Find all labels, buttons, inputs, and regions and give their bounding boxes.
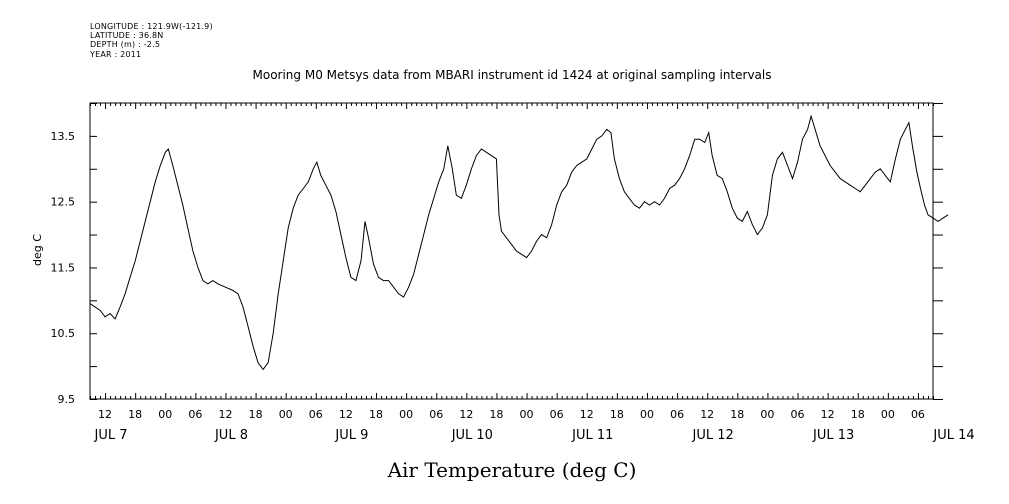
- x-axis-label: Air Temperature (deg C): [387, 458, 637, 482]
- x-tick-label: 12: [821, 408, 835, 421]
- x-tick-label: 12: [339, 408, 353, 421]
- latitude-text: LATITUDE : 36.8N: [90, 31, 164, 41]
- year-text: YEAR : 2011: [90, 49, 142, 59]
- x-day-label: JUL 14: [932, 428, 974, 443]
- x-tick-label: 06: [791, 408, 805, 421]
- x-tick-label: 12: [98, 408, 112, 421]
- series-line: [89, 114, 949, 371]
- x-tick-label: 00: [881, 408, 895, 421]
- x-tick-label: 06: [309, 408, 323, 421]
- y-tick-label: 11.5: [51, 261, 76, 274]
- x-tick-label: 12: [700, 408, 714, 421]
- label-layer: 12 18 00 06 12 18 00 06 12 18 00 06 12 18 00 06 12 18 00 06…: [51, 130, 975, 443]
- plot-frame: [89, 102, 934, 400]
- x-tick-label: 00: [399, 408, 413, 421]
- x-tick-label: 00: [279, 408, 293, 421]
- x-day-label: JUL 11: [571, 428, 613, 443]
- x-tick-label: 18: [489, 408, 503, 421]
- y-tick-label: 9.5: [58, 393, 76, 406]
- x-tick-label: 18: [730, 408, 744, 421]
- y-tick-label: 13.5: [51, 130, 76, 143]
- x-day-label: JUL 8: [214, 428, 248, 443]
- x-tick-label: 00: [640, 408, 654, 421]
- x-day-label: JUL 9: [334, 428, 368, 443]
- tick-layer: [90, 103, 943, 400]
- x-tick-label: 06: [550, 408, 564, 421]
- depth-text: DEPTH (m) : -2.5: [90, 40, 161, 50]
- x-tick-label: 06: [429, 408, 443, 421]
- x-tick-label: 18: [249, 408, 263, 421]
- y-tick-label: 10.5: [51, 327, 76, 340]
- longitude-text: LONGITUDE : 121.9W(-121.9): [90, 22, 213, 31]
- x-day-label: JUL 12: [692, 428, 734, 443]
- chart-title: Mooring M0 Metsys data from MBARI instru…: [253, 68, 772, 82]
- x-tick-label: 00: [760, 408, 774, 421]
- x-tick-label: 00: [520, 408, 534, 421]
- x-tick-label: 12: [459, 408, 473, 421]
- x-tick-label: 18: [128, 408, 142, 421]
- x-day-label: JUL 10: [451, 428, 493, 443]
- x-tick-label: 18: [610, 408, 624, 421]
- x-tick-label: 12: [218, 408, 232, 421]
- y-axis-label: deg C: [31, 234, 44, 266]
- x-tick-label: 06: [188, 408, 202, 421]
- x-day-label: JUL 13: [812, 428, 854, 443]
- x-tick-label: 06: [670, 408, 684, 421]
- y-tick-label: 12.5: [51, 196, 76, 209]
- x-day-label: JUL 7: [94, 428, 128, 443]
- x-tick-label: 12: [580, 408, 594, 421]
- x-tick-label: 00: [158, 408, 172, 421]
- x-tick-label: 18: [369, 408, 383, 421]
- metadata-block: LONGITUDE : 121.9W(-121.9) LATITUDE : 36…: [90, 22, 213, 59]
- x-tick-label: 06: [911, 408, 925, 421]
- x-tick-label: 18: [851, 408, 865, 421]
